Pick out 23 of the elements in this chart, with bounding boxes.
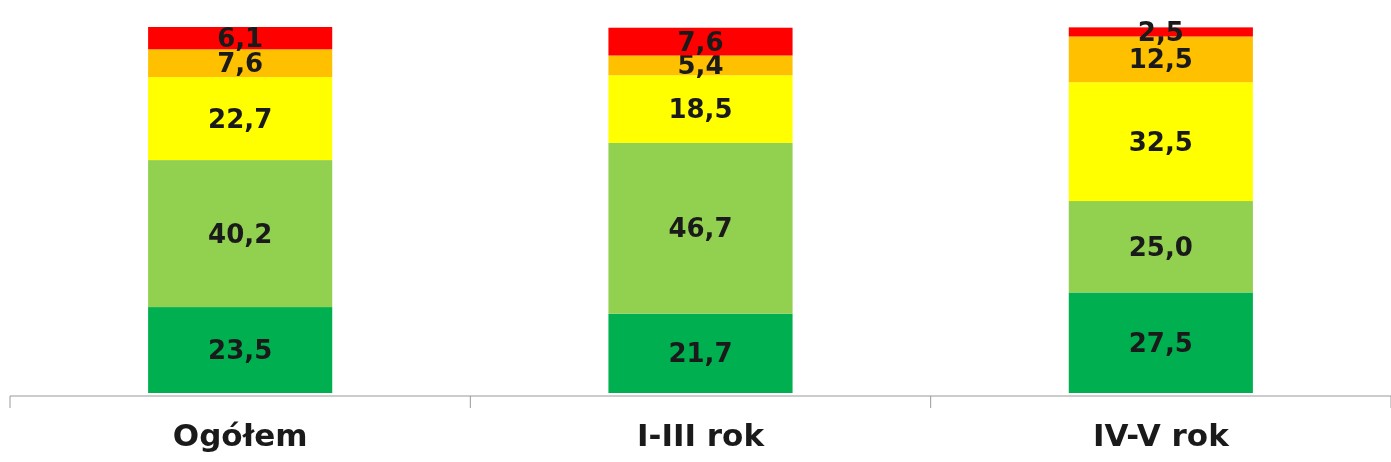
x-tick-label: IV-V rok bbox=[1092, 417, 1231, 453]
data-label: 12,5 bbox=[1128, 44, 1193, 75]
bar bbox=[148, 307, 333, 393]
data-label: 6,1 bbox=[217, 23, 264, 54]
bar bbox=[608, 142, 793, 314]
data-label: 21,7 bbox=[668, 338, 733, 369]
data-label: 23,5 bbox=[208, 335, 273, 366]
x-tick-label: Ogółem bbox=[172, 417, 308, 453]
bar bbox=[1068, 201, 1253, 293]
bar bbox=[148, 77, 333, 161]
data-label: 40,2 bbox=[208, 218, 273, 249]
bar bbox=[608, 27, 793, 56]
bar bbox=[148, 160, 333, 308]
bar bbox=[1068, 82, 1253, 202]
bar bbox=[1068, 292, 1253, 393]
bar bbox=[608, 313, 793, 393]
data-label: 32,5 bbox=[1128, 126, 1193, 157]
data-label: 27,5 bbox=[1128, 327, 1193, 358]
data-label: 46,7 bbox=[668, 213, 733, 244]
data-label: 22,7 bbox=[208, 103, 273, 134]
data-label: 25,0 bbox=[1128, 231, 1193, 262]
x-tick-label: I-III rok bbox=[637, 417, 766, 453]
data-label: 18,5 bbox=[668, 94, 733, 125]
